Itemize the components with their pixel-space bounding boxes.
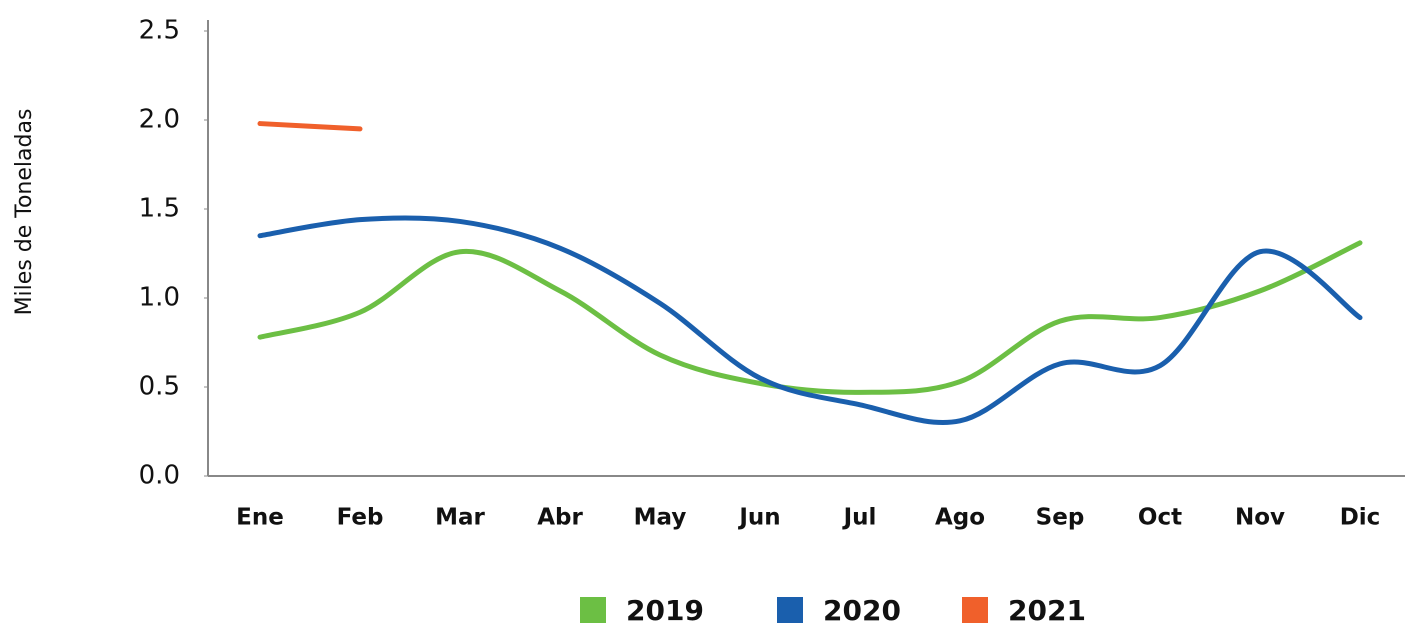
series-line — [257, 121, 363, 132]
x-tick-label: Ene — [236, 505, 284, 531]
y-tick-label: 0.5 — [139, 372, 180, 402]
x-tick-label: Mar — [435, 505, 485, 531]
x-tick-label: Jul — [842, 505, 877, 531]
y-tick-label: 2.0 — [139, 105, 180, 135]
series-line — [257, 240, 1363, 395]
x-tick-label: Dic — [1340, 505, 1381, 531]
x-tick-label: Oct — [1138, 505, 1182, 531]
x-tick-label: Nov — [1235, 505, 1285, 531]
legend-swatch — [962, 597, 988, 623]
legend-label: 2019 — [626, 594, 704, 627]
legend-label: 2021 — [1008, 594, 1086, 627]
x-tick-label: Abr — [537, 505, 583, 531]
series-line — [257, 215, 1363, 425]
legend-label: 2020 — [823, 594, 901, 627]
y-tick-label: 1.0 — [139, 283, 180, 313]
x-tick-label: Sep — [1036, 505, 1085, 531]
y-axis-title: Miles de Toneladas — [12, 109, 37, 316]
y-tick-label: 1.5 — [139, 194, 180, 224]
y-tick-label: 2.5 — [139, 16, 180, 46]
legend-swatch — [580, 597, 606, 623]
x-tick-label: Feb — [337, 505, 384, 531]
x-tick-label: May — [634, 505, 687, 531]
x-tick-label: Ago — [935, 505, 985, 531]
legend-swatch — [777, 597, 803, 623]
y-tick-label: 0.0 — [139, 461, 180, 491]
x-tick-label: Jun — [737, 505, 780, 531]
